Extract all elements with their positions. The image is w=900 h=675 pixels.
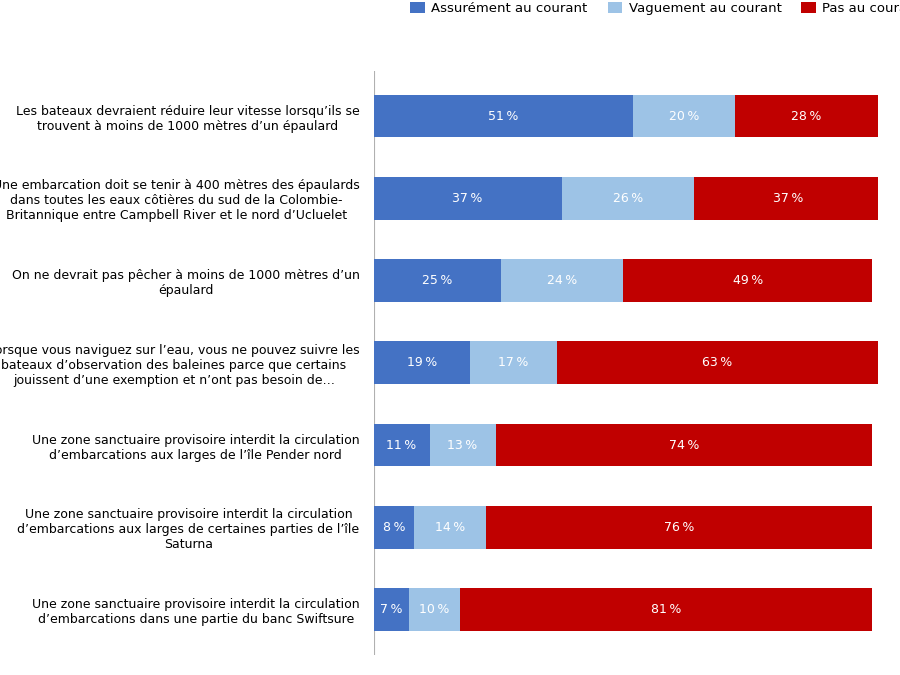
Bar: [429, 424, 496, 466]
Text: 76 %: 76 %: [664, 521, 694, 534]
Bar: [374, 177, 562, 220]
Bar: [694, 177, 883, 220]
Text: 63 %: 63 %: [702, 356, 733, 369]
Text: 14 %: 14 %: [435, 521, 465, 534]
Bar: [414, 506, 485, 549]
Bar: [496, 424, 872, 466]
Bar: [562, 177, 694, 220]
Bar: [374, 588, 410, 631]
Text: 74 %: 74 %: [669, 439, 699, 452]
Bar: [460, 588, 872, 631]
Text: 81 %: 81 %: [651, 603, 681, 616]
Bar: [557, 342, 878, 384]
Text: 11 %: 11 %: [386, 439, 417, 452]
Text: 19 %: 19 %: [407, 356, 437, 369]
Text: 8 %: 8 %: [382, 521, 405, 534]
Text: 51 %: 51 %: [488, 109, 518, 123]
Text: 26 %: 26 %: [613, 192, 644, 205]
Bar: [410, 588, 460, 631]
Bar: [623, 259, 872, 302]
Text: 49 %: 49 %: [733, 274, 763, 287]
Bar: [374, 424, 429, 466]
Bar: [374, 95, 633, 138]
Text: 17 %: 17 %: [499, 356, 528, 369]
Text: 7 %: 7 %: [380, 603, 402, 616]
Text: 28 %: 28 %: [791, 109, 822, 123]
Text: 24 %: 24 %: [546, 274, 577, 287]
Bar: [500, 259, 623, 302]
Text: 10 %: 10 %: [419, 603, 450, 616]
Bar: [374, 342, 470, 384]
Text: 13 %: 13 %: [447, 439, 478, 452]
Text: 20 %: 20 %: [669, 109, 699, 123]
Bar: [374, 506, 414, 549]
Bar: [735, 95, 878, 138]
Text: 25 %: 25 %: [422, 274, 453, 287]
Legend: Assurément au courant, Vaguement au courant, Pas au courant: Assurément au courant, Vaguement au cour…: [410, 1, 900, 15]
Bar: [485, 506, 872, 549]
Bar: [633, 95, 735, 138]
Text: 37 %: 37 %: [453, 192, 483, 205]
Bar: [470, 342, 557, 384]
Text: 37 %: 37 %: [773, 192, 804, 205]
Bar: [374, 259, 500, 302]
